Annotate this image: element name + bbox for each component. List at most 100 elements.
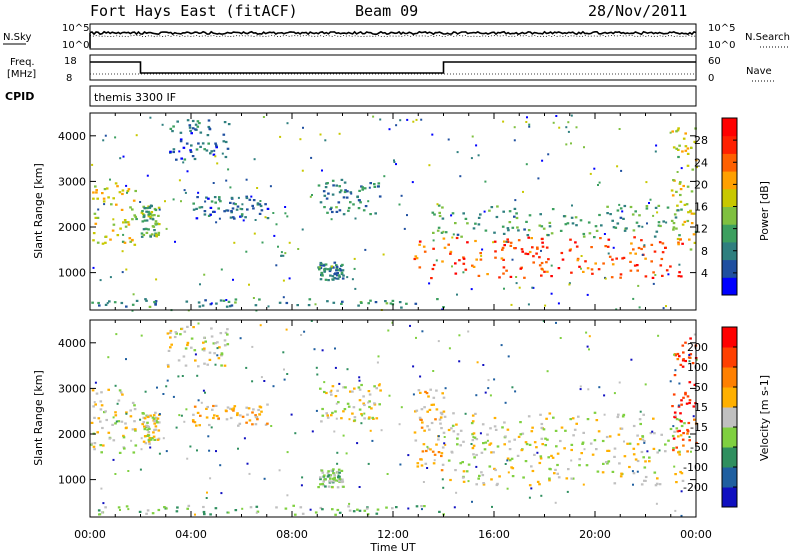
heatmap-cell xyxy=(583,146,585,149)
heatmap-cell xyxy=(507,471,510,474)
heatmap-cell xyxy=(263,477,266,480)
heatmap-cell xyxy=(340,178,344,181)
heatmap-cell xyxy=(310,320,313,322)
heatmap-cell xyxy=(478,474,481,477)
heatmap-cell xyxy=(399,119,402,122)
heatmap-cell xyxy=(441,206,444,209)
heatmap-cell xyxy=(391,507,394,510)
heatmap-cell xyxy=(346,368,349,371)
heatmap-cell xyxy=(672,449,675,452)
heatmap-cell xyxy=(566,490,569,493)
heatmap-cell xyxy=(657,221,661,224)
heatmap-cell xyxy=(606,205,609,208)
heatmap-cell xyxy=(260,209,264,212)
velocity-y-tick-label: 2000 xyxy=(58,428,86,441)
heatmap-cell xyxy=(686,430,690,433)
heatmap-cell xyxy=(598,386,601,389)
heatmap-cell xyxy=(149,215,152,218)
heatmap-cell xyxy=(258,203,262,206)
heatmap-cell xyxy=(101,242,105,245)
heatmap-cell xyxy=(239,337,242,340)
heatmap-cell xyxy=(375,417,379,420)
heatmap-cell xyxy=(186,119,190,122)
heatmap-cell xyxy=(193,157,197,161)
heatmap-cell xyxy=(513,215,516,218)
heatmap-cell xyxy=(145,231,149,234)
heatmap-cell xyxy=(475,453,478,457)
heatmap-cell xyxy=(214,363,217,366)
heatmap-cell xyxy=(640,483,644,486)
heatmap-cell xyxy=(210,150,213,153)
heatmap-cell xyxy=(454,272,458,275)
heatmap-cell xyxy=(492,451,495,454)
heatmap-cell xyxy=(684,145,688,148)
velocity-y-label: Slant Range [km] xyxy=(32,370,45,466)
heatmap-cell xyxy=(555,321,557,324)
heatmap-cell xyxy=(430,421,434,425)
heatmap-cell xyxy=(117,399,121,402)
heatmap-cell xyxy=(361,186,364,189)
heatmap-cell xyxy=(370,407,373,410)
heatmap-cell xyxy=(473,456,476,459)
heatmap-cell xyxy=(543,270,546,273)
heatmap-cell xyxy=(100,487,103,490)
heatmap-cell xyxy=(336,470,339,474)
heatmap-cell xyxy=(537,177,540,180)
heatmap-cell xyxy=(186,325,189,328)
heatmap-cell xyxy=(609,213,612,216)
heatmap-cell xyxy=(203,362,206,365)
x-axis-label: Time UT xyxy=(369,541,415,554)
heatmap-cell xyxy=(375,512,379,515)
heatmap-cell xyxy=(515,212,518,215)
heatmap-cell xyxy=(423,429,426,432)
heatmap-cell xyxy=(230,408,234,411)
heatmap-cell xyxy=(494,468,497,472)
heatmap-cell xyxy=(340,417,343,420)
heatmap-cell xyxy=(360,301,363,304)
heatmap-cell xyxy=(367,302,370,305)
heatmap-cell xyxy=(225,305,229,308)
heatmap-cell xyxy=(248,419,252,422)
heatmap-cell xyxy=(548,225,552,228)
heatmap-cell xyxy=(582,235,586,238)
heatmap-cell xyxy=(284,252,287,255)
heatmap-cell xyxy=(169,127,173,130)
heatmap-cell xyxy=(368,400,371,403)
heatmap-cell xyxy=(686,219,690,223)
heatmap-cell xyxy=(95,189,98,192)
heatmap-cell xyxy=(367,200,370,203)
heatmap-cell xyxy=(354,287,357,290)
heatmap-cell xyxy=(92,445,96,448)
heatmap-cell xyxy=(106,302,109,305)
heatmap-cell xyxy=(672,226,676,229)
heatmap-cell xyxy=(618,128,621,130)
heatmap-cell xyxy=(245,195,248,198)
heatmap-cell xyxy=(356,442,359,445)
heatmap-cell xyxy=(682,137,686,140)
heatmap-cell xyxy=(661,242,665,245)
heatmap-cell xyxy=(334,395,338,398)
heatmap-cell xyxy=(598,181,601,184)
heatmap-cell xyxy=(470,157,473,160)
heatmap-cell xyxy=(506,227,510,230)
heatmap-cell xyxy=(207,142,210,145)
heatmap-cell xyxy=(684,149,688,152)
heatmap-cell xyxy=(611,258,614,261)
heatmap-cell xyxy=(358,399,362,402)
heatmap-cell xyxy=(470,288,473,291)
heatmap-cell xyxy=(362,402,365,405)
heatmap-cell xyxy=(487,379,490,382)
heatmap-cell xyxy=(676,171,679,173)
heatmap-cell xyxy=(569,238,572,241)
heatmap-cell xyxy=(693,383,697,386)
heatmap-cell xyxy=(386,473,389,475)
heatmap-cell xyxy=(363,187,367,190)
heatmap-cell xyxy=(105,187,109,190)
heatmap-cell xyxy=(251,204,254,207)
heatmap-cell xyxy=(339,189,343,192)
heatmap-cell xyxy=(146,434,149,437)
heatmap-cell xyxy=(511,386,514,389)
heatmap-cell xyxy=(127,221,130,224)
heatmap-cell xyxy=(321,471,325,474)
